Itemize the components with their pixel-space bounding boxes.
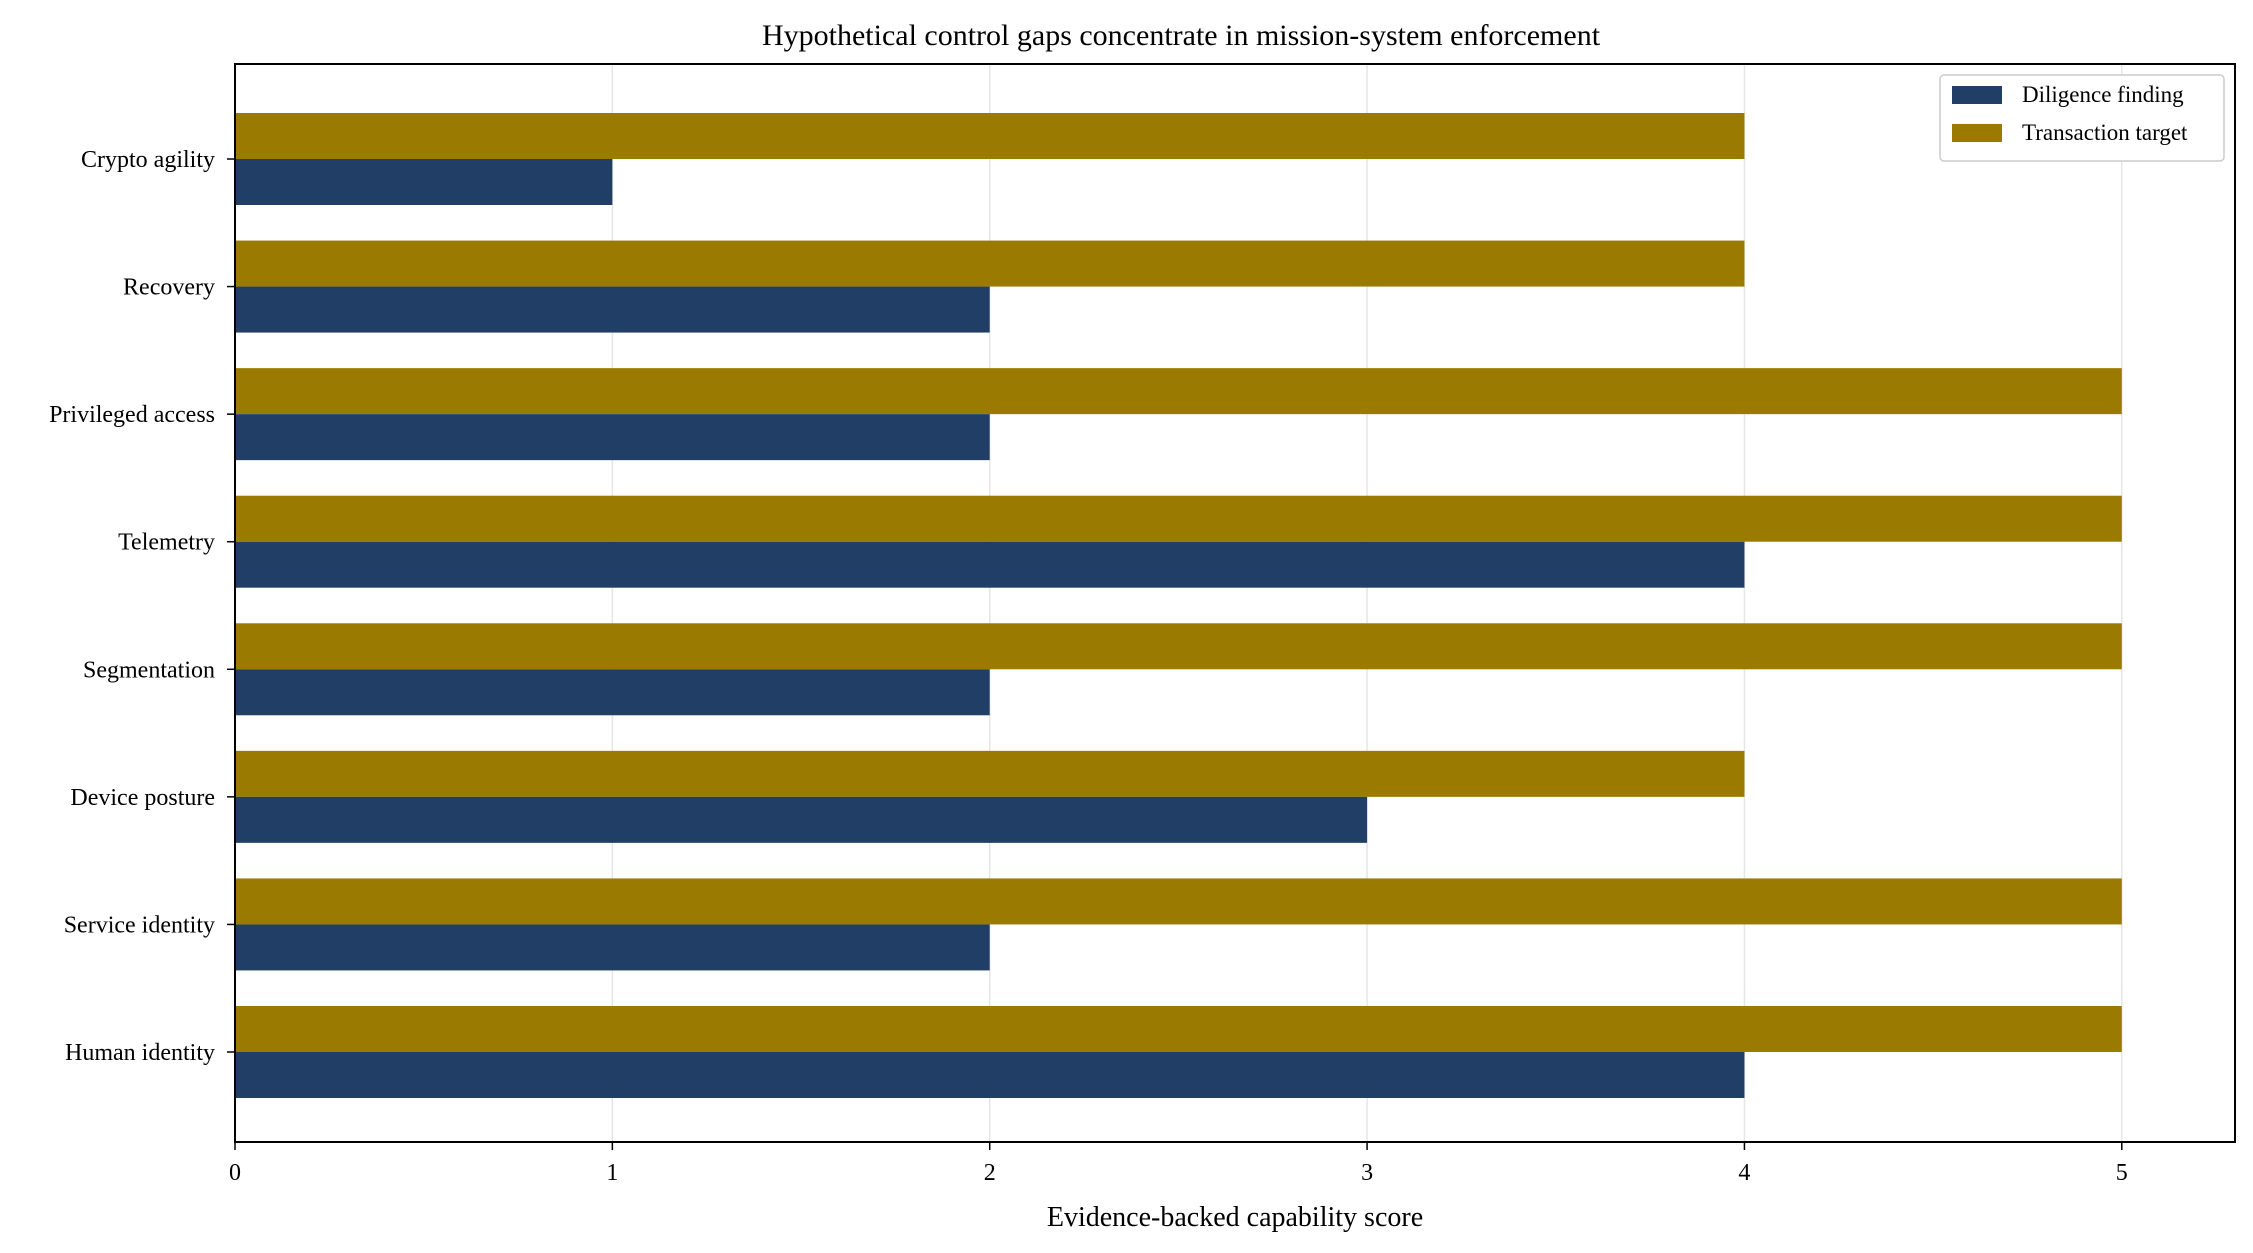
y-tick-label-2: Device posture [70,785,215,811]
legend-label-0: Diligence finding [2022,82,2184,107]
y-tick-label-4: Telemetry [118,530,215,556]
y-tick-label-7: Crypto agility [81,147,215,173]
bar-diligence-finding-0 [235,1052,1745,1098]
legend-swatch-1 [1952,124,2002,142]
y-tick-label-1: Service identity [64,912,215,938]
y-axis-ticks: Human identity Service identity Device pos… [49,147,235,1066]
bar-transaction-target-1 [235,878,2122,925]
grid-lines [234,64,2123,1142]
x-axis-ticks: 0 1 2 3 4 5 [229,1142,2128,1186]
x-tick-label-0: 0 [229,1160,241,1186]
bars [235,113,2122,1098]
bar-diligence-finding-4 [235,541,1745,588]
x-tick-label-5: 5 [2116,1160,2128,1186]
y-tick-label-6: Recovery [123,275,215,301]
x-tick-label-2: 2 [984,1160,996,1186]
bar-transaction-target-3 [235,623,2122,670]
bar-transaction-target-0 [235,1006,2122,1052]
x-axis-label: Evidence-backed capability score [1047,1202,1423,1233]
bar-transaction-target-4 [235,495,2122,542]
y-tick-label-0: Human identity [65,1040,215,1066]
x-tick-label-3: 3 [1361,1160,1373,1186]
legend-label-1: Transaction target [2022,120,2188,145]
y-tick-label-3: Segmentation [83,657,215,683]
bar-diligence-finding-2 [235,796,1368,843]
legend-swatch-0 [1952,86,2002,104]
bar-transaction-target-5 [235,368,2122,415]
bar-transaction-target-7 [235,113,1745,159]
legend-frame [1939,74,2225,162]
chart-title: Hypothetical control gaps concentrate in… [762,19,1601,52]
y-tick-label-5: Privileged access [49,402,215,428]
plot-frame [234,63,2236,1143]
x-tick-label-1: 1 [606,1160,618,1186]
bar-transaction-target-2 [235,750,1745,797]
x-tick-label-4: 4 [1738,1160,1750,1186]
bar-diligence-finding-5 [235,414,990,461]
bar-diligence-finding-1 [235,924,990,971]
bar-diligence-finding-3 [235,669,990,716]
bar-transaction-target-6 [235,240,1745,287]
bar-diligence-finding-7 [235,159,613,205]
legend: Diligence finding Transaction target [1939,74,2225,162]
bar-diligence-finding-6 [235,286,990,333]
